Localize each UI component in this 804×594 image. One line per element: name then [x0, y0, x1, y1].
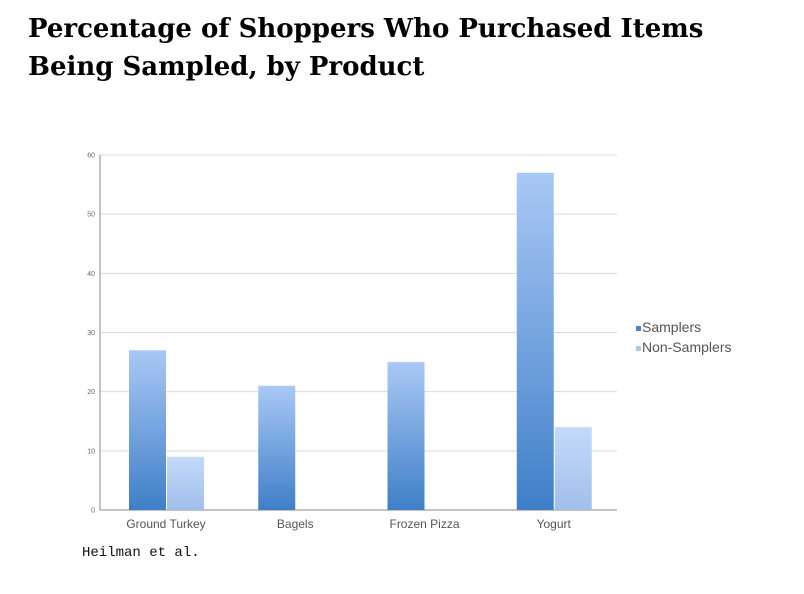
y-tick-label: 40	[87, 271, 95, 278]
y-tick-label: 0	[91, 508, 95, 515]
legend-swatch-samplers	[636, 326, 641, 331]
source-citation: Heilman et al.	[82, 545, 200, 561]
bar-samplers	[387, 362, 425, 510]
chart-title: Percentage of Shoppers Who Purchased Ite…	[28, 14, 704, 82]
bar-non-samplers	[167, 456, 204, 510]
y-tick-label: 30	[87, 330, 95, 337]
y-tick-label: 20	[87, 389, 95, 396]
bar-samplers	[258, 385, 296, 510]
tick-labels: 0 10 20 30 40 50 60 Ground Turkey Bagels Frozen P…	[87, 153, 571, 532]
bar-samplers	[129, 350, 166, 510]
bar-non-samplers	[554, 427, 592, 510]
x-tick-label: Ground Turkey	[126, 517, 205, 531]
x-tick-label: Yogurt	[537, 517, 572, 531]
bars	[129, 172, 592, 510]
y-tick-label: 60	[87, 153, 95, 160]
legend-label-non-samplers: Non-Samplers	[642, 339, 731, 355]
legend: Samplers Non-Samplers	[636, 319, 731, 355]
y-tick-label: 10	[87, 448, 95, 455]
y-tick-label: 50	[87, 212, 95, 219]
legend-label-samplers: Samplers	[642, 319, 701, 335]
x-tick-label: Bagels	[277, 517, 314, 531]
x-tick-label: Frozen Pizza	[389, 517, 459, 531]
legend-swatch-non-samplers	[636, 346, 641, 351]
bar-samplers	[516, 172, 554, 510]
